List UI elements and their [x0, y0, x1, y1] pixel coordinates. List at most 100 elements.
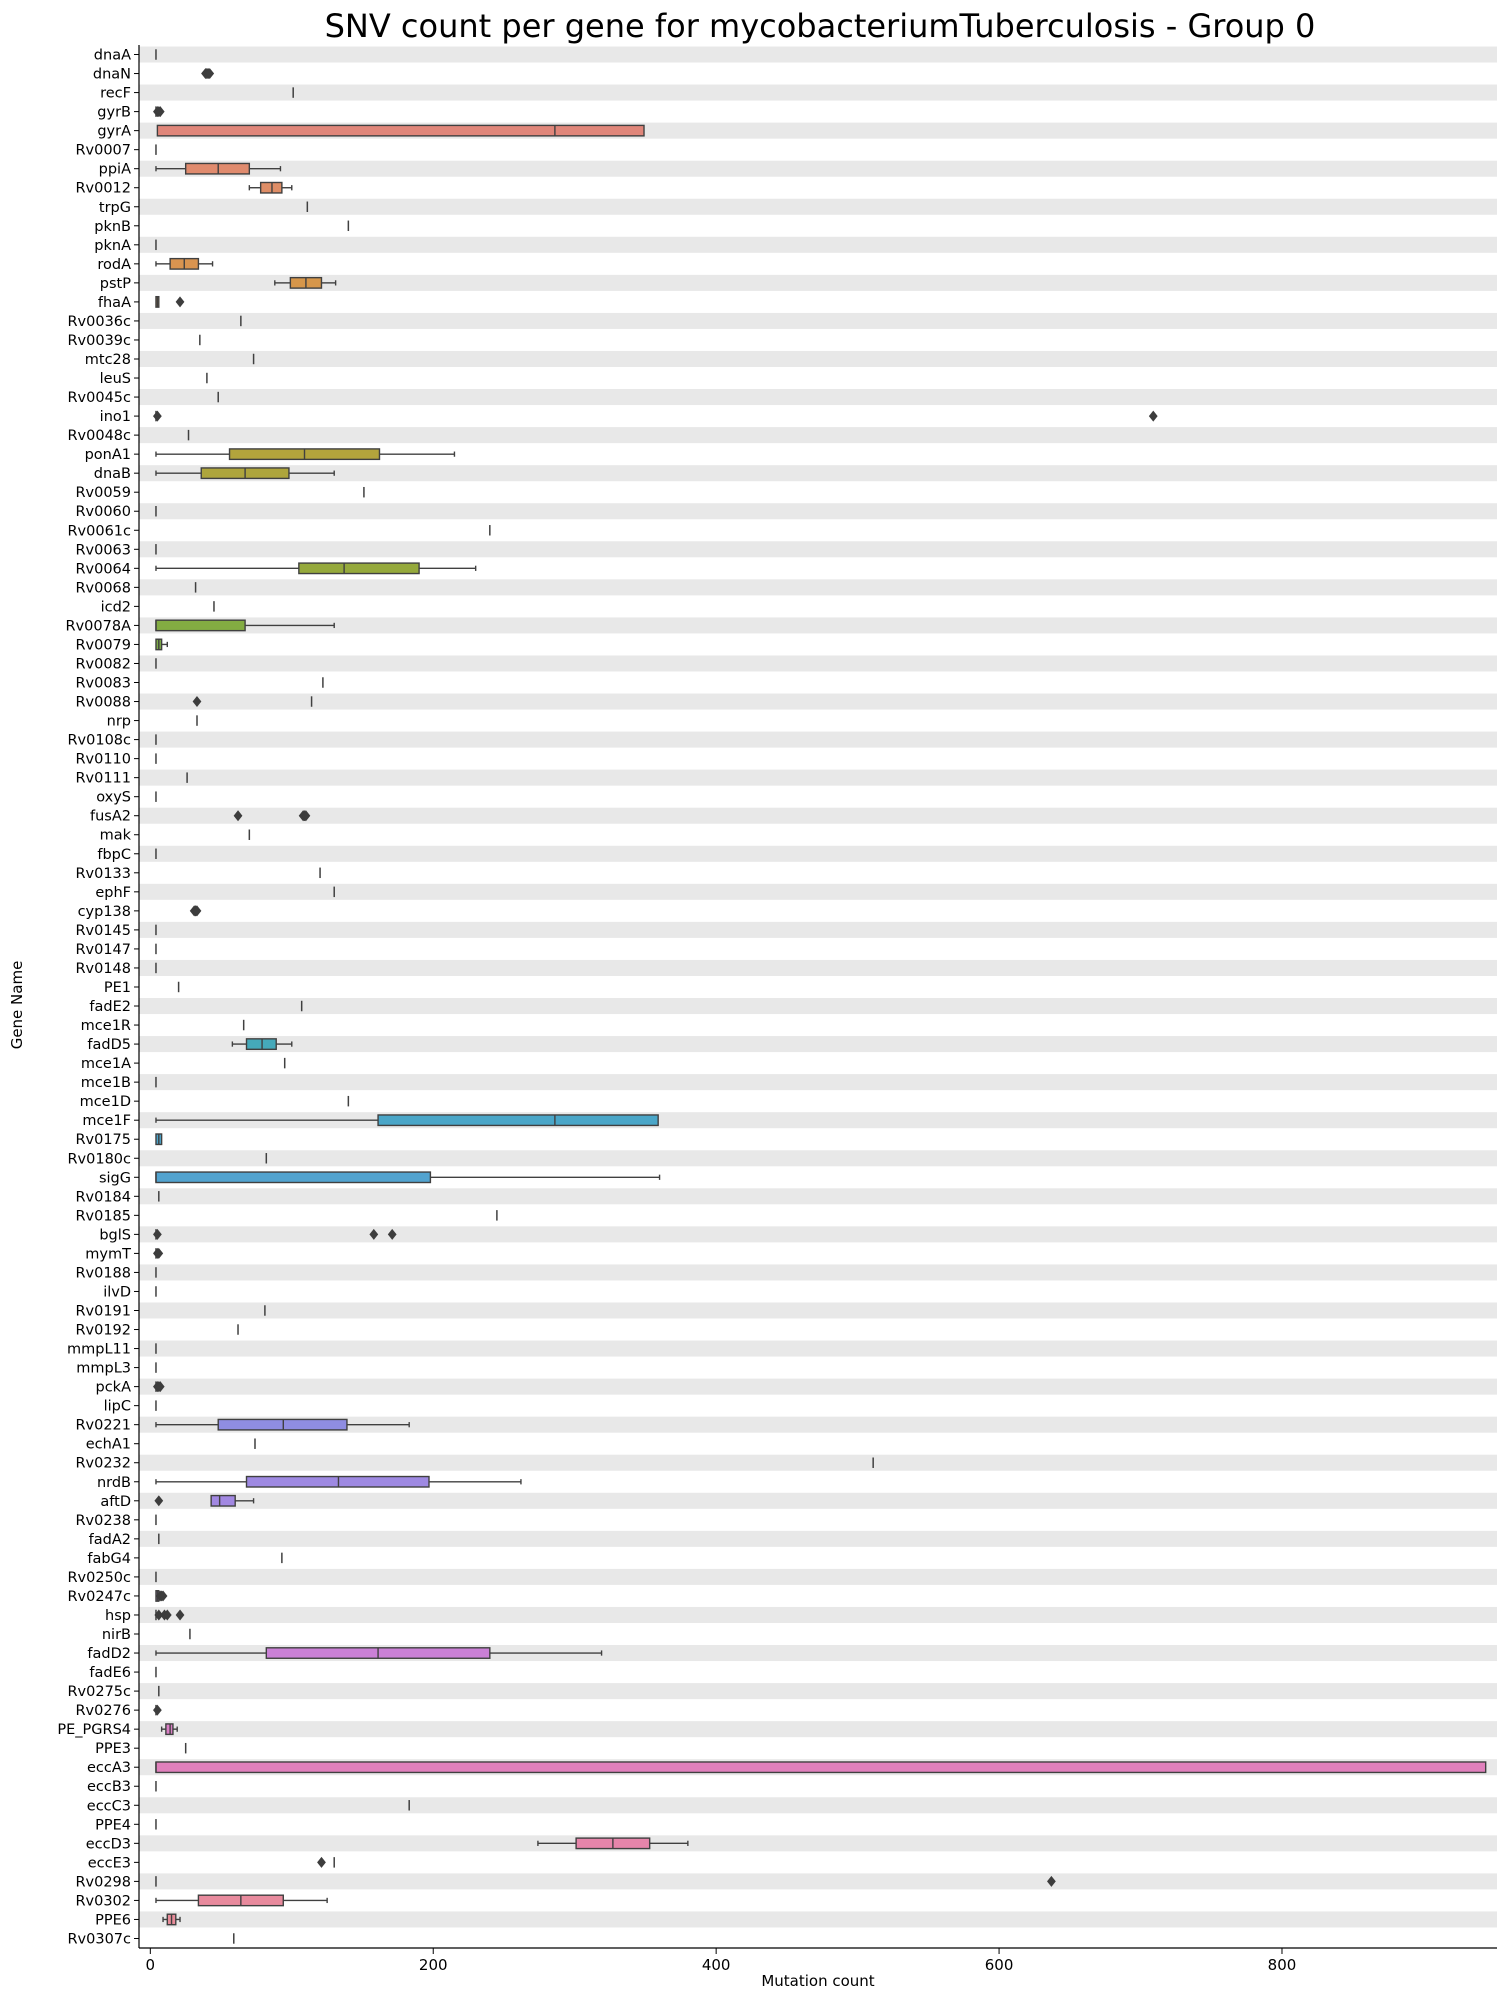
y-tick-label: mtc28	[85, 352, 131, 368]
y-tick-label: Rv0192	[75, 1323, 131, 1339]
y-tick-label: Rv0079	[75, 637, 131, 653]
box-PPE6	[162, 1913, 181, 1926]
row-band	[139, 1568, 1497, 1585]
row-band	[139, 1264, 1497, 1281]
y-tick-label: Rv0307c	[67, 1931, 131, 1947]
row-band	[139, 1150, 1497, 1167]
row-band	[139, 1606, 1497, 1623]
outlier-point	[153, 1704, 162, 1716]
y-tick-label: mmpL11	[67, 1342, 131, 1358]
row-band	[139, 1873, 1497, 1890]
row-band	[139, 883, 1497, 900]
iqr-box	[210, 1494, 236, 1507]
y-tick-label: fabG4	[87, 1551, 131, 1567]
y-tick-label: PPE3	[95, 1741, 131, 1757]
y-tick-label: echA1	[86, 1437, 131, 1453]
x-tick-label: 200	[419, 1956, 448, 1974]
y-tick-label: pckA	[96, 1380, 132, 1396]
y-tick-label: fadA2	[89, 1532, 131, 1548]
row-band	[139, 541, 1497, 558]
box-fadD5	[231, 1038, 293, 1051]
y-tick-label: Rv0184	[75, 1189, 131, 1205]
y-tick-label: Rv0298	[75, 1874, 131, 1890]
outlier-point	[153, 410, 162, 422]
row-band	[139, 1074, 1497, 1091]
y-axis: dnaA dnaN recF gyrB gyrA Rv0007 ppiA Rv0012 trpG…	[57, 45, 140, 1948]
y-tick-label: ppiA	[99, 162, 131, 178]
x-axis: 0 200 400 600 800	[139, 1947, 1497, 1974]
y-tick-label: nrdB	[97, 1475, 131, 1491]
y-tick-label: Rv0191	[75, 1303, 131, 1319]
row-band	[139, 236, 1497, 253]
row-band	[139, 1911, 1497, 1928]
box-PE_PGRS4	[160, 1723, 178, 1736]
y-tick-label: dnaA	[94, 48, 131, 64]
row-band	[139, 807, 1497, 824]
box-fadD2	[155, 1647, 603, 1659]
y-tick-label: mce1F	[82, 1113, 131, 1129]
outlier-point	[155, 1381, 165, 1393]
y-tick-label: aftD	[100, 1494, 131, 1510]
y-tick-label: Rv0048c	[67, 428, 131, 444]
box-rodA	[155, 257, 214, 270]
y-tick-label: oxyS	[96, 790, 131, 806]
outlier-point	[154, 1247, 164, 1259]
y-tick-label: fadD5	[87, 1037, 131, 1053]
box-mymT	[153, 1247, 164, 1259]
box-Rv0088	[192, 696, 313, 708]
box-eccD3	[537, 1837, 689, 1850]
outlier-point	[155, 106, 165, 118]
y-tick-label: gyrB	[97, 105, 131, 121]
box-dnaB	[155, 467, 335, 480]
y-tick-label: ino1	[100, 409, 131, 425]
y-tick-label: icd2	[101, 599, 131, 615]
y-tick-label: Rv0232	[75, 1456, 131, 1472]
y-tick-label: Rv0108c	[67, 733, 131, 749]
y-tick-label: eccC3	[87, 1798, 131, 1814]
row-band	[139, 655, 1497, 672]
y-tick-label: Rv0145	[75, 923, 131, 939]
y-tick-label: PE_PGRS4	[57, 1722, 131, 1738]
row-band	[139, 1302, 1497, 1319]
box-gyrB	[153, 106, 165, 118]
x-tick-label: 400	[702, 1956, 731, 1974]
row-band	[139, 465, 1497, 482]
box-fusA2	[233, 810, 311, 822]
y-tick-label: Rv0221	[75, 1418, 131, 1434]
row-band	[139, 959, 1497, 976]
row-band	[139, 693, 1497, 710]
outlier-point	[153, 1228, 162, 1240]
y-tick-label: fhaA	[98, 295, 131, 311]
box-Rv0175	[155, 1133, 163, 1146]
outlier-point	[205, 68, 215, 80]
y-tick-label: ilvD	[103, 1284, 131, 1300]
y-tick-label: Rv0276	[75, 1703, 131, 1719]
y-tick-label: Rv0061c	[67, 523, 131, 539]
y-tick-label: nirB	[102, 1627, 131, 1643]
box-cyp138	[189, 905, 202, 917]
outlier-point	[317, 1856, 326, 1868]
y-tick-label: fadE6	[89, 1665, 131, 1681]
box-sigG	[155, 1171, 661, 1184]
row-band	[139, 579, 1497, 596]
y-tick-label: pknB	[94, 219, 131, 235]
box-Rv0298	[155, 1875, 1056, 1887]
row-band	[139, 427, 1497, 444]
row-band	[139, 389, 1497, 406]
x-tick-label: 0	[146, 1956, 156, 1974]
y-tick-label: eccB3	[87, 1779, 131, 1795]
box-aftD	[154, 1494, 255, 1507]
iqr-box	[377, 1114, 659, 1127]
y-tick-label: Rv0063	[75, 542, 131, 558]
row-band	[139, 1340, 1497, 1357]
outlier-point	[175, 1609, 185, 1621]
row-band	[139, 1797, 1497, 1814]
iqr-box	[165, 1723, 174, 1736]
boxes	[153, 49, 1487, 1944]
row-band	[139, 1036, 1497, 1053]
outlier-point	[301, 810, 311, 822]
y-tick-label: fadE2	[89, 999, 131, 1015]
y-tick-label: Rv0039c	[67, 333, 131, 349]
box-dnaN	[201, 68, 215, 80]
